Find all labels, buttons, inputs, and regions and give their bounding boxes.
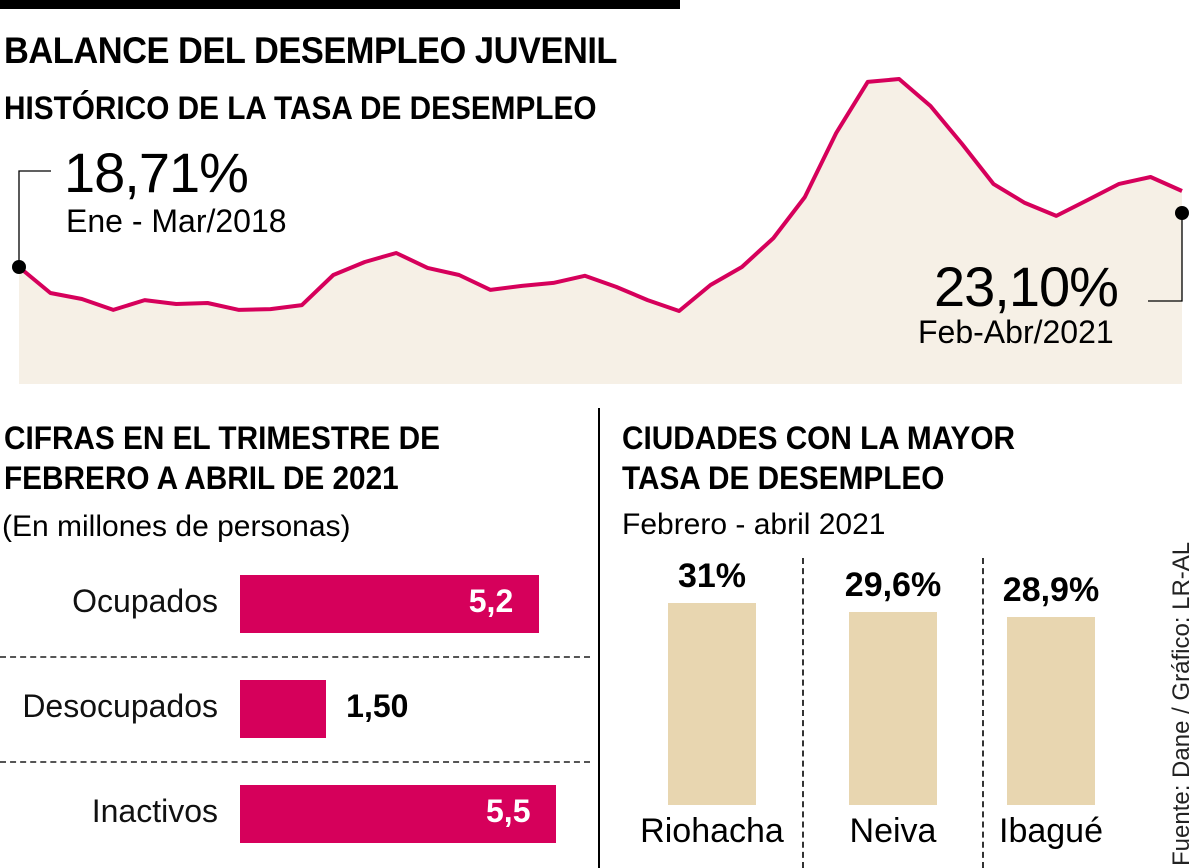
leader-line-end <box>1148 213 1183 302</box>
vbar-title: CIUDADES CON LA MAYOR TASA DE DESEMPLEO <box>622 420 1015 496</box>
hbar-category-label: Inactivos <box>91 793 218 829</box>
hbar-subtitle: (En millones de personas) <box>2 510 351 543</box>
section-divider <box>598 408 600 868</box>
main-title: BALANCE DEL DESEMPLEO JUVENIL <box>4 30 617 71</box>
leader-line-start <box>18 170 51 267</box>
vbar-riohacha <box>668 603 756 805</box>
end-value-label: 23,10% <box>934 255 1119 318</box>
hbar-value-label: 1,50 <box>346 688 409 724</box>
hbar-ocupados <box>240 575 539 633</box>
hbar-title: CIFRAS EN EL TRIMESTRE DE FEBRERO A ABRI… <box>4 420 440 496</box>
hbar-inactivos <box>240 785 556 843</box>
row-divider <box>0 761 590 763</box>
row-divider <box>0 656 590 658</box>
start-value-label: 18,71% <box>64 141 249 204</box>
end-period-label: Feb-Abr/2021 <box>918 314 1114 350</box>
hbar-value-label: 5,5 <box>486 793 531 829</box>
vbar-category-label: Ibagué <box>999 812 1103 850</box>
source-credit: Fuente: Dane / Gráfico: LR-AL <box>1168 541 1195 866</box>
start-point-marker <box>12 260 26 274</box>
end-point-marker <box>1175 206 1189 220</box>
hbar-desocupados <box>240 680 327 738</box>
vbar-category-label: Riohacha <box>640 812 784 850</box>
vbar-ibagué <box>1007 616 1095 805</box>
area-fill <box>19 79 1182 384</box>
vbar-subtitle: Febrero - abril 2021 <box>622 508 886 541</box>
line-chart-title: HISTÓRICO DE LA TASA DE DESEMPLEO <box>4 90 597 126</box>
hbar-value-label: 5,2 <box>468 583 514 619</box>
start-period-label: Ene - Mar/2018 <box>66 203 287 239</box>
series-line <box>17 77 1183 313</box>
vbar-category-label: Neiva <box>849 812 937 850</box>
column-divider <box>802 558 804 868</box>
hbar-category-label: Ocupados <box>72 583 218 619</box>
column-divider <box>982 558 984 868</box>
vbar-neiva <box>849 612 937 805</box>
top-rule <box>0 0 680 9</box>
line-chart <box>12 77 1189 384</box>
vbar-value-label: 31% <box>677 557 747 595</box>
vbar-value-label: 29,6% <box>844 566 942 605</box>
hbar-category-label: Desocupados <box>22 688 218 724</box>
vbar-value-label: 28,9% <box>1002 570 1100 609</box>
